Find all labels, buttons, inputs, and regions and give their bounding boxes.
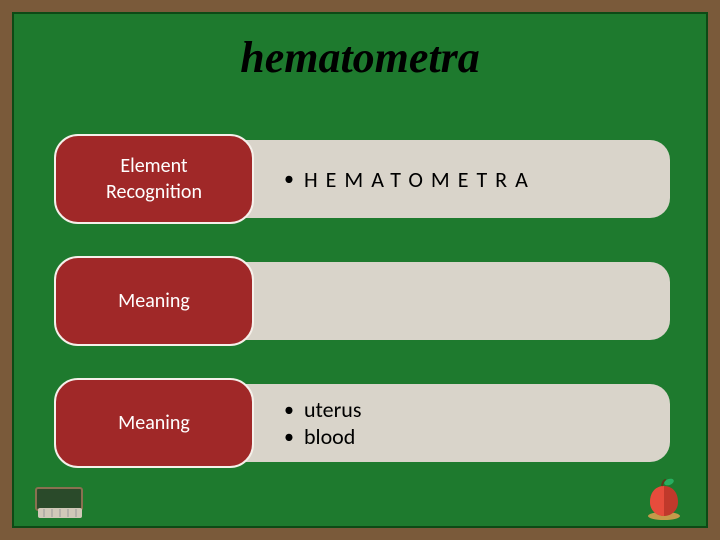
- label-line1: Meaning: [118, 410, 190, 436]
- chalkboard-eraser-icon: [32, 482, 92, 522]
- label-pill: Meaning: [54, 256, 254, 346]
- chalkboard: hematometra Element Recognition • HEMATO…: [12, 12, 708, 528]
- bullet-item: • uterus: [284, 396, 670, 423]
- bullet-item: • blood: [284, 423, 670, 450]
- bullet-text: blood: [304, 423, 355, 450]
- bullet-dot: •: [284, 167, 294, 191]
- label-line1: Element: [120, 153, 187, 179]
- label-pill: Element Recognition: [54, 134, 254, 224]
- row-element-recognition: Element Recognition • HEMATOMETRA: [54, 134, 670, 224]
- label-line1: Meaning: [118, 288, 190, 314]
- label-pill: Meaning: [54, 378, 254, 468]
- bullet-item: • HEMATOMETRA: [284, 166, 670, 193]
- content-pill: • HEMATOMETRA: [204, 140, 670, 218]
- bullet-text: uterus: [304, 396, 361, 423]
- row-meaning-2: Meaning • uterus • blood: [54, 378, 670, 468]
- bullet-dot: •: [284, 398, 294, 422]
- apple-icon: [642, 476, 686, 520]
- bullet-dot: •: [284, 425, 294, 449]
- row-meaning-1: Meaning: [54, 256, 670, 346]
- slide-title: hematometra: [14, 32, 706, 83]
- content-pill: [204, 262, 670, 340]
- content-pill: • uterus • blood: [204, 384, 670, 462]
- slide-frame: hematometra Element Recognition • HEMATO…: [0, 0, 720, 540]
- label-line2: Recognition: [106, 179, 202, 205]
- content-rows: Element Recognition • HEMATOMETRA Meanin…: [54, 134, 670, 500]
- bullet-text: HEMATOMETRA: [304, 166, 536, 193]
